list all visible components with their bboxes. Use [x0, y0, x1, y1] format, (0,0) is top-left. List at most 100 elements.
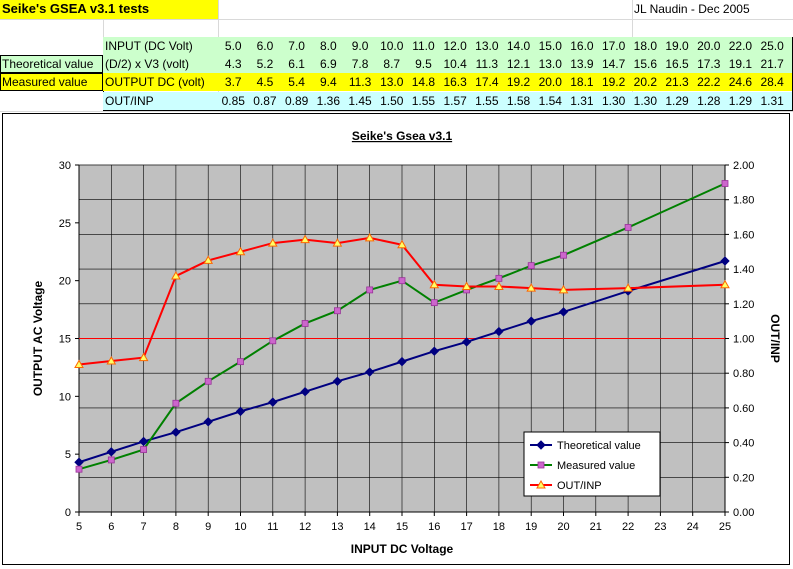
- table-cell[interactable]: 4.3: [224, 57, 242, 71]
- table-cell[interactable]: 22.2: [697, 75, 721, 89]
- data-point: [720, 279, 730, 289]
- table-cell[interactable]: 19.0: [665, 39, 689, 53]
- table-cell[interactable]: 28.4: [760, 75, 784, 89]
- table-cell[interactable]: 20.0: [538, 75, 562, 89]
- y-tick-label: 25: [59, 218, 71, 230]
- table-cell[interactable]: 14.0: [506, 39, 531, 53]
- chart-frame[interactable]: Seike's Gsea v3.1 5 6 7 8 9 10 11 12 13 14 15 16 17 18…: [2, 113, 790, 565]
- table-cell[interactable]: 1.31: [760, 94, 784, 108]
- table-cell[interactable]: 17.4: [475, 75, 499, 89]
- table-cell[interactable]: 5.4: [288, 75, 305, 89]
- table-cell[interactable]: 1.45: [348, 94, 372, 108]
- table-cell[interactable]: 1.30: [601, 94, 626, 108]
- table-cell[interactable]: 8.0: [320, 39, 337, 53]
- data-point: [106, 447, 117, 457]
- row-header[interactable]: (D/2) x V3 (volt): [103, 55, 218, 73]
- table-cell[interactable]: 1.30: [633, 94, 658, 108]
- data-point: [430, 299, 438, 307]
- table-cell[interactable]: 20.0: [697, 39, 721, 53]
- table-cell[interactable]: 20.2: [633, 75, 658, 89]
- table-cell[interactable]: 6.9: [320, 57, 337, 71]
- table-cell[interactable]: 5.2: [256, 57, 274, 71]
- y2-tick-label: 1.40: [733, 264, 754, 276]
- table-cell[interactable]: 1.55: [411, 94, 436, 108]
- sheet-title[interactable]: Seike's GSEA v3.1 tests: [0, 0, 218, 19]
- table-cell[interactable]: 11.3: [475, 57, 499, 71]
- table-cell[interactable]: 1.58: [506, 94, 531, 108]
- table-cell[interactable]: 19.2: [601, 75, 626, 89]
- table-cell[interactable]: 10.4: [443, 57, 467, 71]
- table-cell[interactable]: 8.7: [383, 57, 401, 71]
- row-label[interactable]: Measured value: [0, 73, 103, 91]
- table-cell[interactable]: 1.54: [538, 94, 562, 108]
- table-cell[interactable]: 19.2: [506, 75, 531, 89]
- x-tick-label: 13: [331, 521, 343, 533]
- table-cell[interactable]: 12.0: [443, 39, 467, 53]
- table-cell[interactable]: 7.8: [351, 57, 369, 71]
- legend-marker: [536, 479, 546, 489]
- table-cell[interactable]: 25.0: [760, 39, 784, 53]
- table-cell[interactable]: 1.50: [380, 94, 404, 108]
- table-cell[interactable]: 1.28: [697, 94, 721, 108]
- table-cell[interactable]: 1.31: [570, 94, 594, 108]
- table-cell[interactable]: 13.0: [380, 75, 404, 89]
- table-cell[interactable]: 13.9: [570, 57, 594, 71]
- table-cell[interactable]: 0.89: [284, 94, 309, 108]
- row-header[interactable]: OUTPUT DC (volt): [103, 73, 218, 91]
- data-point: [526, 316, 536, 326]
- table-cell[interactable]: 17.0: [601, 39, 626, 53]
- table-cell[interactable]: 1.55: [475, 94, 499, 108]
- table-cell[interactable]: 0.87: [253, 94, 277, 108]
- table-cell[interactable]: 24.6: [728, 75, 753, 89]
- table-cell[interactable]: 1.29: [728, 94, 753, 108]
- table-cell[interactable]: 3.7: [224, 75, 242, 89]
- table-cell[interactable]: 14.8: [411, 75, 436, 89]
- table-cell[interactable]: 9.5: [415, 57, 432, 71]
- table-cell[interactable]: 11.3: [348, 75, 372, 89]
- legend-label: Theoretical value: [557, 440, 641, 452]
- table-cell[interactable]: 19.1: [728, 57, 753, 71]
- table-cell[interactable]: 1.36: [316, 94, 341, 108]
- table-cell[interactable]: 15.6: [633, 57, 658, 71]
- table-cell[interactable]: 14.7: [601, 57, 626, 71]
- row-header[interactable]: OUT/INP: [103, 92, 218, 110]
- data-point: [624, 224, 632, 231]
- legend-label: OUT/INP: [557, 480, 602, 492]
- data-point: [203, 255, 214, 264]
- table-cell[interactable]: 1.57: [443, 94, 467, 108]
- table-cell[interactable]: 6.1: [288, 57, 305, 71]
- data-point: [75, 465, 83, 473]
- table-cell[interactable]: 0.85: [221, 94, 245, 108]
- table-cell[interactable]: 10.0: [380, 39, 404, 53]
- table-cell[interactable]: 16.0: [570, 39, 594, 53]
- table-cell[interactable]: 16.5: [665, 57, 689, 71]
- row-header[interactable]: INPUT (DC Volt): [103, 37, 218, 55]
- row-label[interactable]: [0, 92, 103, 110]
- table-cell[interactable]: 22.0: [728, 39, 753, 53]
- sheet-author[interactable]: JL Naudin - Dec 2005: [634, 2, 750, 16]
- table-cell[interactable]: 5.0: [224, 39, 242, 53]
- row-label[interactable]: Theoretical value: [0, 55, 103, 73]
- table-cell[interactable]: 21.3: [665, 75, 689, 89]
- table-cell[interactable]: 6.0: [256, 39, 274, 53]
- data-point: [397, 356, 407, 367]
- table-cell[interactable]: 18.1: [570, 75, 594, 89]
- table-cell[interactable]: 13.0: [475, 39, 499, 53]
- data-point: [366, 286, 374, 294]
- data-point: [267, 238, 278, 247]
- table-cell[interactable]: 21.7: [760, 57, 784, 71]
- table-cell[interactable]: 11.0: [412, 39, 435, 53]
- table-cell[interactable]: 13.0: [538, 57, 562, 71]
- table-cell[interactable]: 7.0: [288, 39, 305, 53]
- table-cell[interactable]: 1.29: [665, 94, 689, 108]
- table-cell[interactable]: 12.1: [506, 57, 531, 71]
- table-cell[interactable]: 9.0: [351, 39, 369, 53]
- table-cell[interactable]: 9.4: [320, 75, 337, 89]
- table-cell[interactable]: 4.5: [256, 75, 274, 89]
- table-cell[interactable]: 16.3: [443, 75, 467, 89]
- table-cell[interactable]: 18.0: [633, 39, 658, 53]
- row-label[interactable]: [0, 37, 103, 55]
- data-point: [300, 386, 310, 397]
- table-cell[interactable]: 17.3: [697, 57, 721, 71]
- table-cell[interactable]: 15.0: [538, 39, 562, 53]
